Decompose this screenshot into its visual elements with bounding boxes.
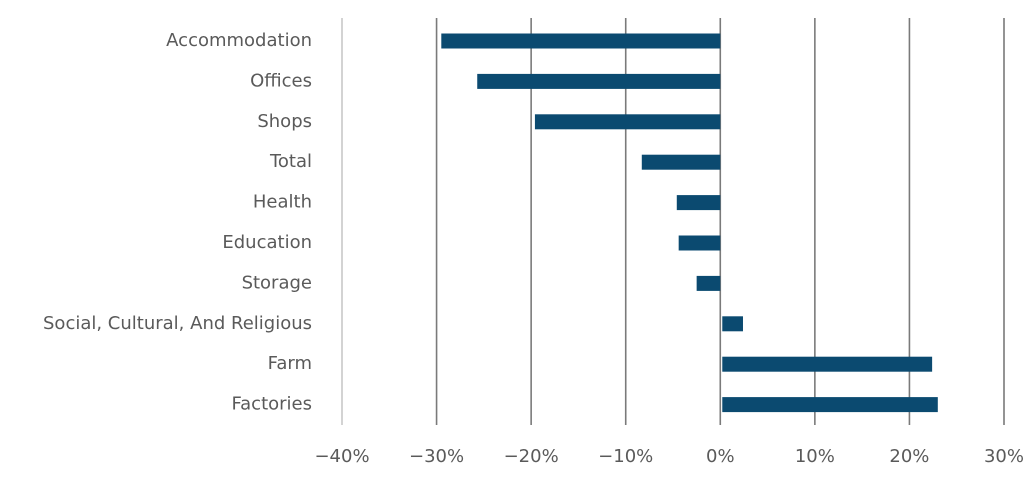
bar [678,235,721,251]
bars [441,33,938,413]
category-label: Factories [231,394,312,415]
x-tick-label: −40% [314,446,369,467]
category-label: Education [222,232,312,253]
bar [676,195,721,211]
category-label: Shops [257,111,312,132]
bar [696,275,721,291]
bar [477,73,721,89]
x-tick-label: 10% [795,446,835,467]
bar [534,114,721,130]
x-tick-label: 30% [984,446,1024,467]
x-tick-label: 0% [706,446,735,467]
category-labels: Accommodation Offices Shops Total Health Educ… [43,30,312,415]
category-label: Storage [242,272,312,293]
x-tick-label: 20% [889,446,929,467]
x-tick-label: −10% [598,446,653,467]
category-label: Total [269,151,312,172]
x-tick-label: −20% [504,446,559,467]
bar [722,316,743,332]
bar [441,33,721,49]
category-label: Farm [268,353,312,374]
bar [722,397,938,413]
bar [722,356,933,372]
bar [641,154,721,170]
category-label: Accommodation [166,30,312,51]
x-tick-label: −30% [409,446,464,467]
category-label: Social, Cultural, And Religious [43,313,312,334]
x-axis-tick-labels: −40% −30% −20% −10% 0% 10% 20% 30% [314,446,1024,467]
category-label: Offices [250,70,312,91]
category-label: Health [253,192,312,213]
